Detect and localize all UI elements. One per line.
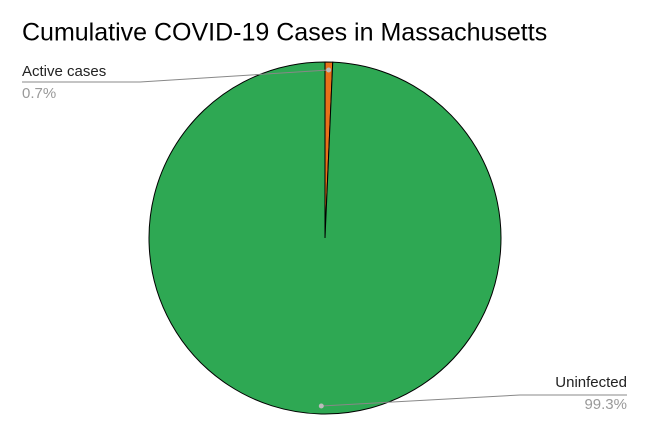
leader-dot bbox=[326, 67, 332, 73]
leader-dot bbox=[318, 403, 324, 409]
leader-line bbox=[22, 69, 329, 83]
slice-label: Uninfected bbox=[555, 374, 627, 391]
pie-slice bbox=[148, 61, 502, 415]
slice-value-label: 99.3% bbox=[584, 396, 627, 413]
slice-label: Active cases bbox=[22, 63, 106, 80]
leader-line bbox=[321, 394, 627, 407]
slice-value-label: 0.7% bbox=[22, 85, 56, 102]
chart-title: Cumulative COVID-19 Cases in Massachuset… bbox=[22, 19, 547, 47]
